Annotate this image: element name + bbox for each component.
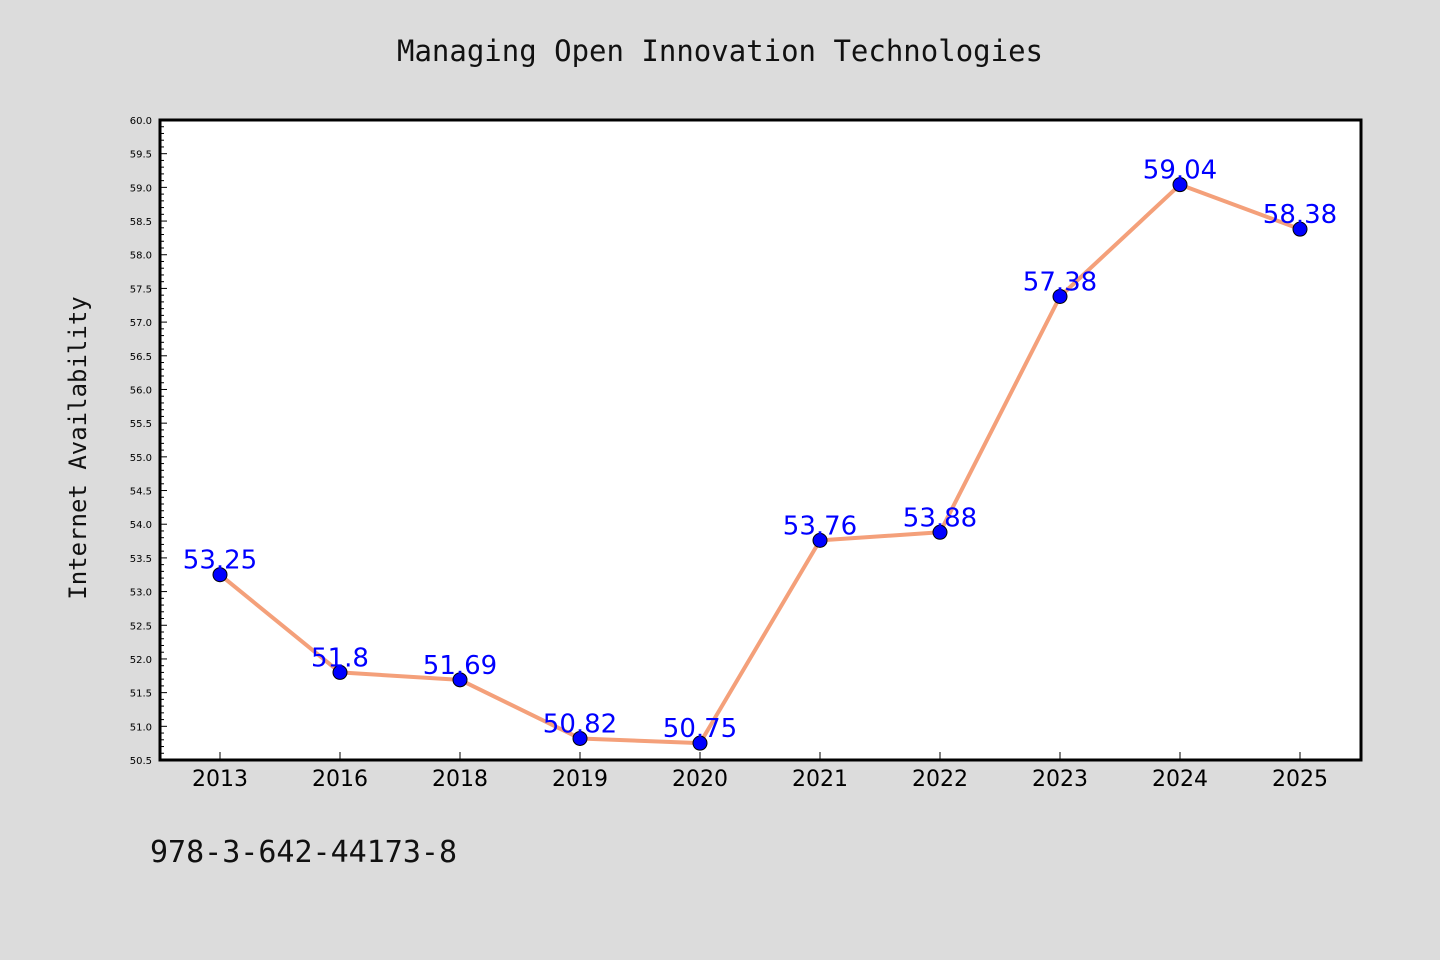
chart-title: Managing Open Innovation Technologies xyxy=(396,34,1043,68)
data-label: 53.88 xyxy=(903,503,977,533)
isbn-text: 978-3-642-44173-8 xyxy=(150,835,458,870)
data-point xyxy=(212,567,228,583)
data-label: 53.76 xyxy=(783,511,857,541)
y-axis-label: Internet Availability xyxy=(64,296,92,599)
data-label: 58.38 xyxy=(1263,200,1337,230)
y-tick-label: 53.0 xyxy=(130,588,152,599)
y-tick-label: 51.0 xyxy=(130,722,152,733)
y-tick-label: 54.0 xyxy=(130,520,152,531)
data-point xyxy=(1172,177,1188,193)
data-point xyxy=(692,735,708,751)
x-tick-label: 2019 xyxy=(552,767,608,792)
y-tick-label: 54.5 xyxy=(130,487,152,498)
data-label: 53.25 xyxy=(183,546,257,576)
data-label: 50.82 xyxy=(543,709,617,739)
y-tick-label: 55.5 xyxy=(130,419,152,430)
y-tick-label: 59.0 xyxy=(130,183,152,194)
data-point xyxy=(812,532,828,548)
data-point xyxy=(1292,221,1308,237)
y-tick-label: 52.5 xyxy=(130,621,152,632)
data-label: 51.8 xyxy=(311,643,369,673)
y-tick-label: 60.0 xyxy=(130,116,152,127)
data-point xyxy=(332,664,348,680)
y-tick-label: 56.0 xyxy=(130,385,152,396)
y-tick-label: 50.5 xyxy=(130,756,152,767)
y-tick-label: 57.5 xyxy=(130,284,152,295)
data-point xyxy=(932,524,948,540)
y-tick-label: 59.5 xyxy=(130,150,152,161)
x-tick-label: 2016 xyxy=(312,767,368,792)
x-tick-label: 2022 xyxy=(912,767,968,792)
data-label: 57.38 xyxy=(1023,268,1097,298)
x-tick-label: 2025 xyxy=(1272,767,1328,792)
data-label: 50.75 xyxy=(663,714,737,744)
data-point xyxy=(1052,289,1068,305)
data-label: 51.69 xyxy=(423,651,497,681)
x-tick-label: 2023 xyxy=(1032,767,1088,792)
y-tick-label: 58.5 xyxy=(130,217,152,228)
x-tick-label: 2013 xyxy=(192,767,248,792)
x-tick-label: 2021 xyxy=(792,767,848,792)
x-tick-label: 2020 xyxy=(672,767,728,792)
data-label: 59.04 xyxy=(1143,156,1217,186)
data-point xyxy=(572,730,588,746)
data-point xyxy=(452,672,468,688)
y-tick-label: 56.5 xyxy=(130,352,152,363)
y-tick-label: 52.0 xyxy=(130,655,152,666)
y-tick-label: 57.0 xyxy=(130,318,152,329)
y-tick-label: 58.0 xyxy=(130,251,152,262)
y-tick-label: 55.0 xyxy=(130,453,152,464)
y-tick-label: 51.5 xyxy=(130,689,152,700)
y-tick-label: 53.5 xyxy=(130,554,152,565)
x-tick-label: 2024 xyxy=(1152,767,1208,792)
x-tick-label: 2018 xyxy=(432,767,488,792)
plot-area xyxy=(158,118,1363,762)
series-line xyxy=(218,182,1301,746)
